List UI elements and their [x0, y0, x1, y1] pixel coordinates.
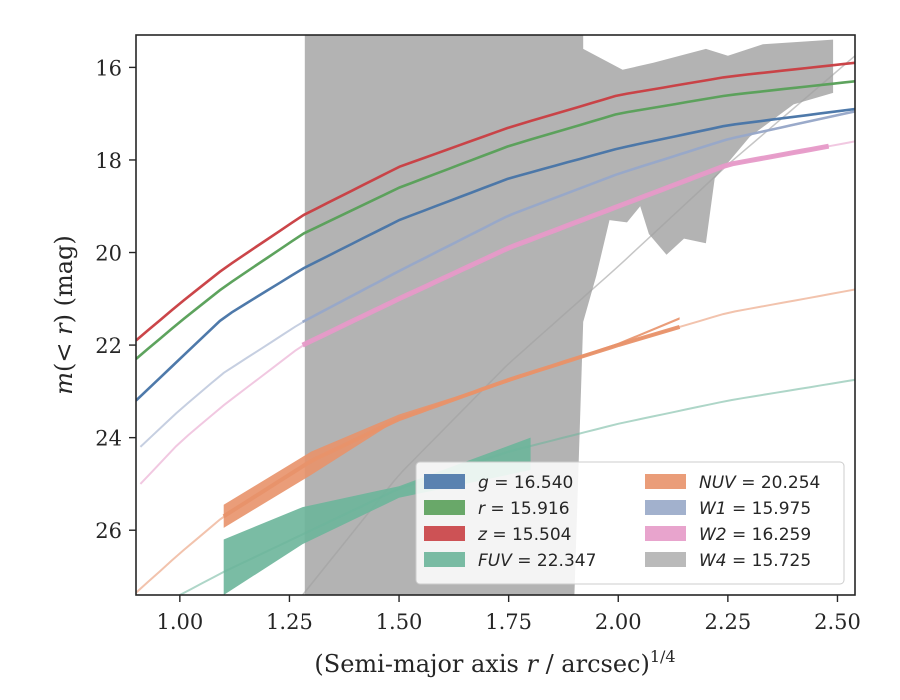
x-tick-label: 2.00 [595, 610, 642, 634]
series-w1-measured [301, 110, 855, 324]
legend-swatch-w4 [645, 552, 686, 567]
x-tick-label: 2.50 [814, 610, 861, 634]
legend-label-g: g = 16.540 [478, 473, 573, 493]
tick-layer: 1.00 1.25 1.50 1.75 2.00 2.25 2.50 16 18 20 22 24 26 [95, 56, 861, 634]
series-g-measured [136, 107, 855, 402]
legend-label-w4: W4 = 15.725 [699, 551, 811, 571]
legend-label-nuv: NUV = 20.254 [699, 473, 820, 493]
y-tick-label: 22 [95, 334, 122, 358]
y-tick-label: 24 [95, 427, 122, 451]
y-tick-label: 20 [95, 242, 122, 266]
y-tick-label: 18 [95, 149, 122, 173]
plot-frame [135, 34, 856, 596]
y-tick-label: 16 [95, 56, 122, 80]
series-w4-curve [302, 55, 855, 595]
legend-swatch-fuv [424, 552, 465, 567]
legend-swatch-z [424, 526, 465, 541]
x-tick-label: 1.00 [156, 610, 203, 634]
legend-swatch-w2 [645, 526, 686, 541]
legend-frame [415, 461, 845, 585]
series-w2-measured [301, 143, 830, 348]
legend: g = 16.540 r = 15.916 z = 15.504 FUV = 22.3… [415, 461, 845, 585]
series-fuv-model [179, 378, 855, 595]
y-tick-label: 26 [95, 519, 122, 543]
y-axis-label: m(< r) (mag) [50, 235, 78, 395]
legend-swatch-nuv [645, 474, 686, 489]
x-axis-label: (Semi-major axis r / arcsec)1/4 [314, 647, 675, 678]
x-tick-label: 1.75 [485, 610, 532, 634]
series-z-measured [136, 61, 855, 342]
series-nuv-measured [222, 324, 681, 518]
legend-label-w1: W1 = 15.975 [699, 499, 811, 519]
legend-swatch-g [424, 474, 465, 489]
legend-label-r: r = 15.916 [478, 499, 570, 519]
x-tick-label: 1.25 [266, 610, 313, 634]
legend-swatch-r [424, 500, 465, 515]
series-r-measured [136, 80, 855, 360]
legend-label-w2: W2 = 16.259 [699, 525, 811, 545]
legend-swatch-w1 [645, 500, 686, 515]
x-tick-label: 2.25 [704, 610, 751, 634]
x-tick-label: 1.50 [376, 610, 423, 634]
legend-label-z: z = 15.504 [477, 525, 571, 545]
legend-label-fuv: FUV = 22.347 [478, 551, 596, 571]
